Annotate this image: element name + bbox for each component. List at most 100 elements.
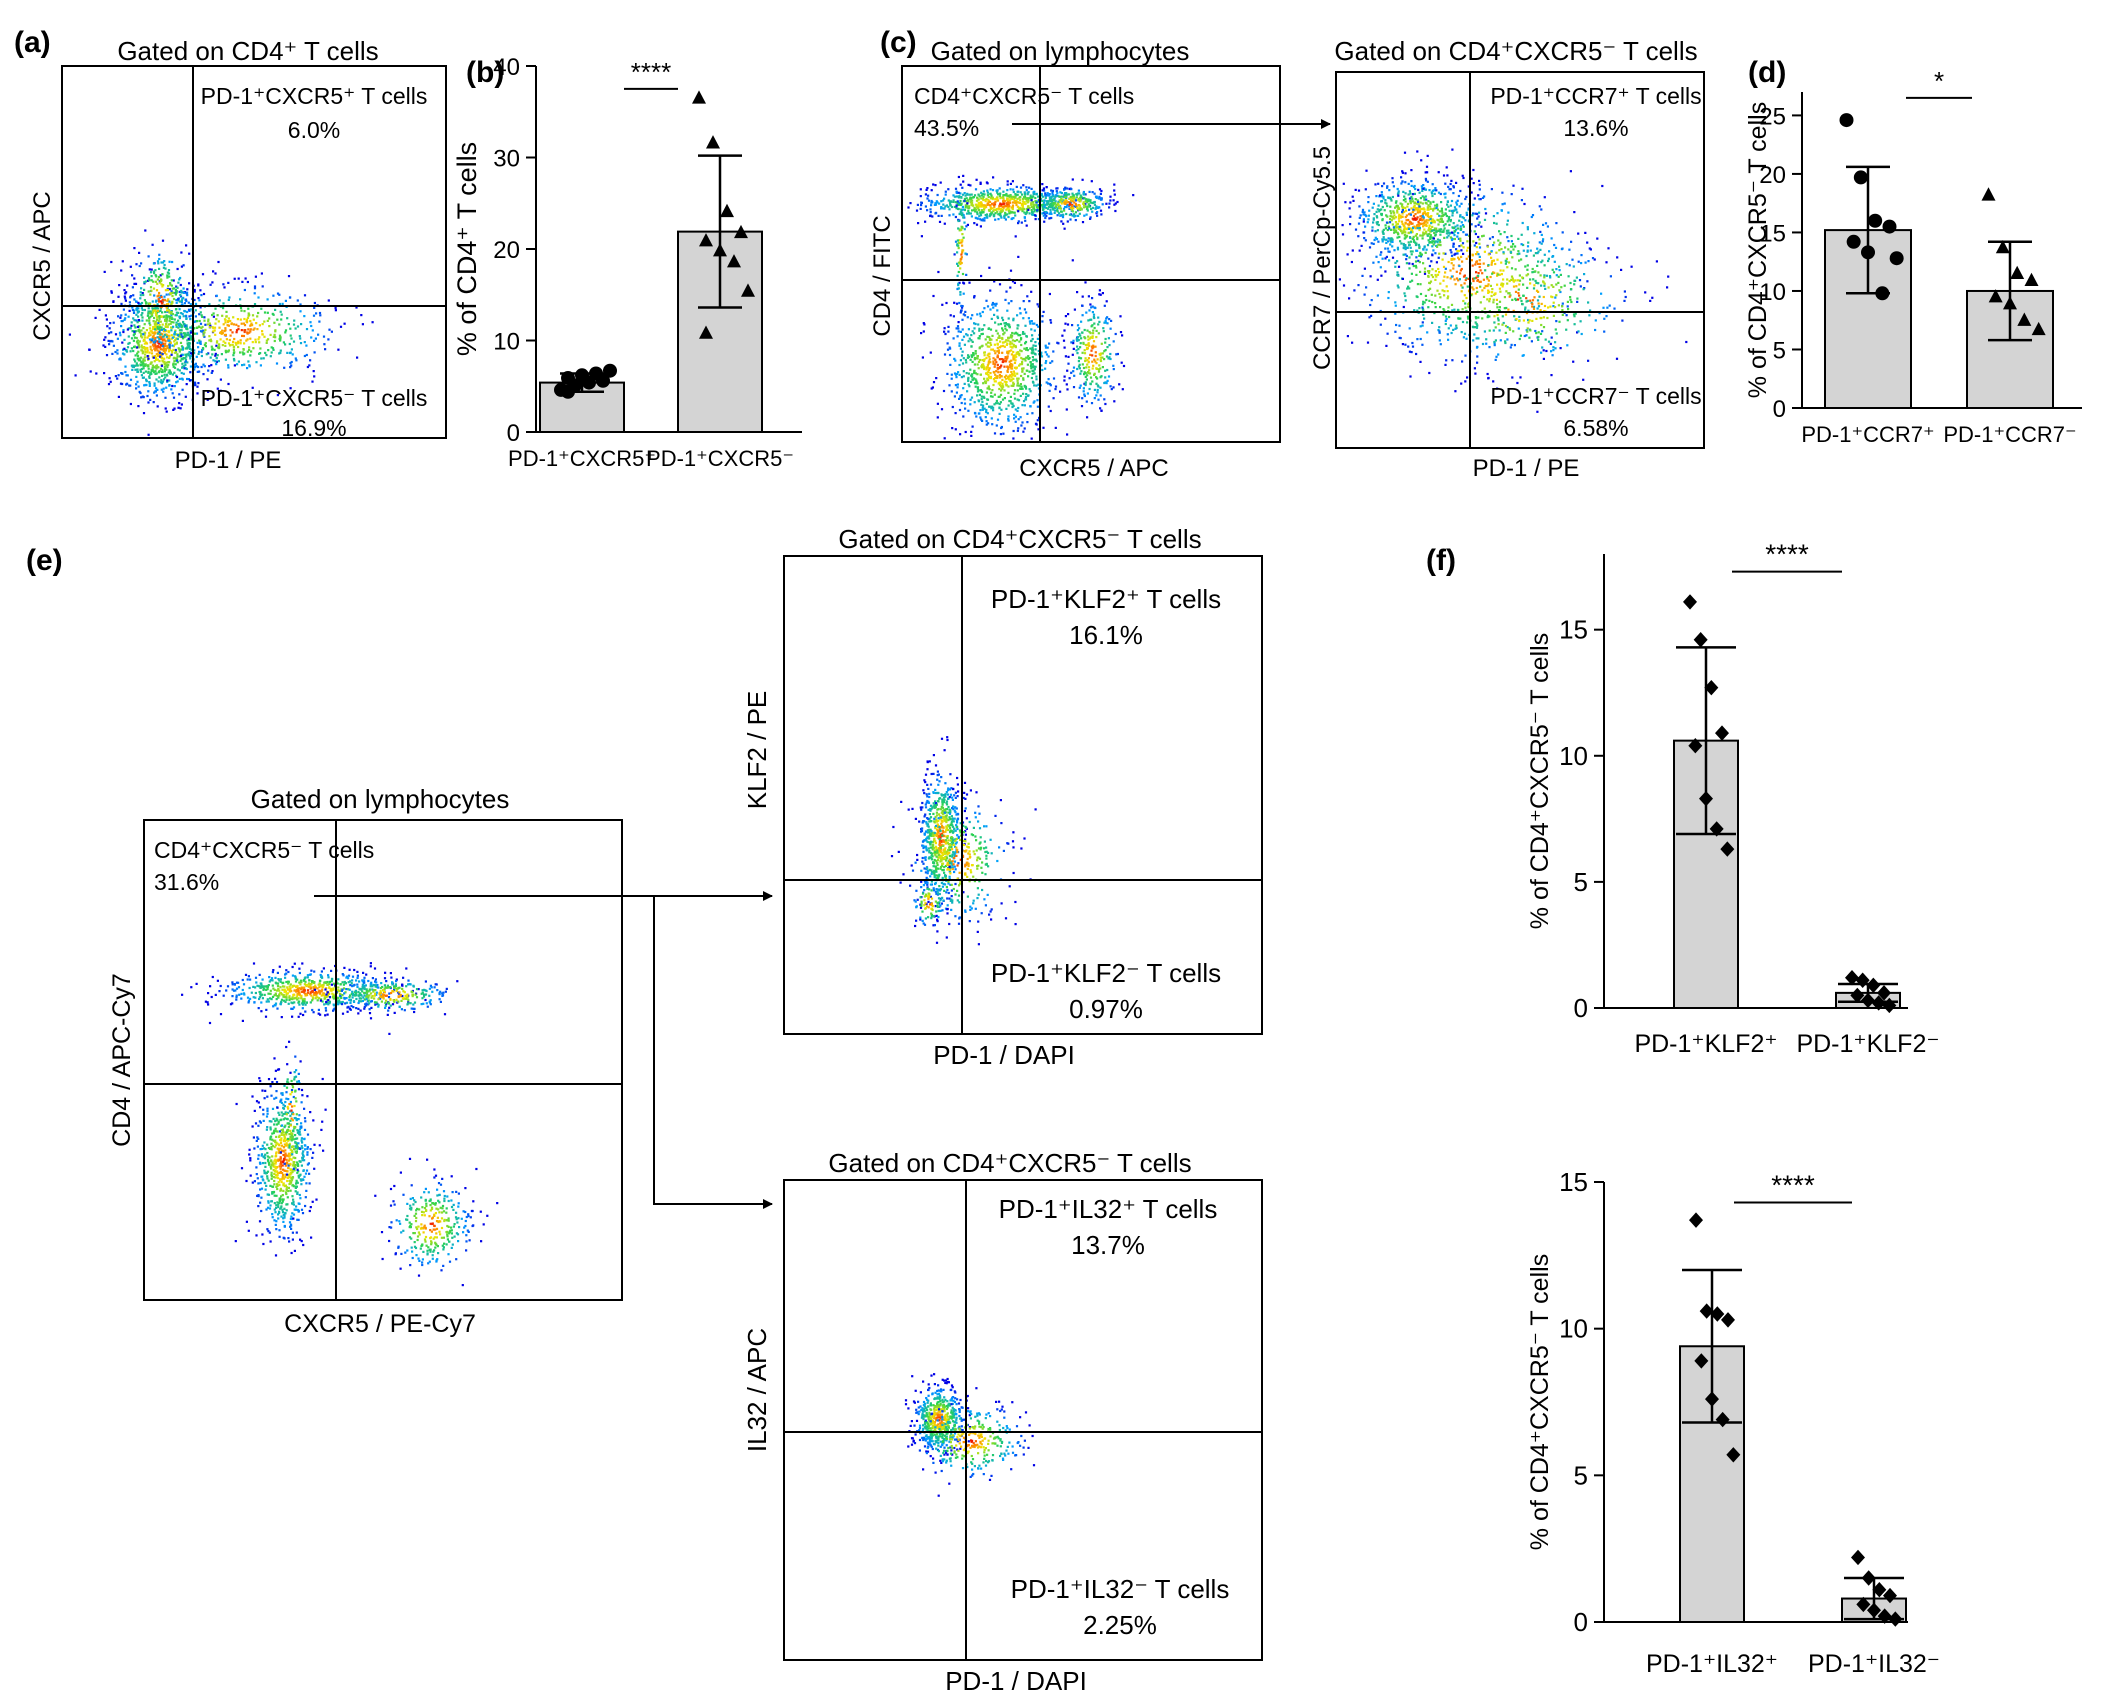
event-dot — [1084, 343, 1087, 347]
event-dot — [1041, 199, 1044, 203]
event-dot — [254, 341, 257, 344]
event-dot — [188, 342, 192, 345]
event-dot — [1466, 376, 1469, 379]
event-dot — [948, 214, 951, 217]
event-dot — [989, 188, 992, 191]
event-dot — [107, 383, 111, 386]
event-dot — [1005, 194, 1008, 197]
event-dot — [1008, 204, 1011, 208]
event-dot — [1349, 223, 1352, 226]
event-dot — [137, 385, 140, 388]
event-dot — [1013, 198, 1016, 201]
event-dot — [178, 325, 181, 328]
event-dot — [1088, 190, 1091, 193]
event-dot — [1456, 235, 1459, 238]
event-dot — [148, 384, 151, 387]
event-dot — [1035, 201, 1038, 204]
event-dot — [156, 349, 159, 352]
event-dot — [1019, 334, 1022, 337]
event-dot — [1007, 404, 1010, 407]
event-dot — [1021, 404, 1024, 407]
event-dot — [1386, 185, 1389, 188]
event-dot — [1061, 200, 1064, 203]
event-dot — [181, 362, 184, 365]
event-dot — [976, 373, 979, 376]
event-dot — [185, 315, 188, 318]
event-dot — [172, 291, 175, 294]
event-dot — [1012, 437, 1015, 440]
event-dot — [136, 357, 139, 360]
event-dot — [1020, 356, 1023, 360]
event-dot — [1373, 238, 1376, 242]
event-dot — [962, 387, 965, 390]
event-dot — [237, 325, 240, 328]
event-dot — [1109, 385, 1112, 388]
event-dot — [1079, 342, 1082, 345]
event-dot — [175, 337, 178, 340]
event-dot — [1008, 378, 1011, 381]
event-dot — [1089, 382, 1092, 385]
event-dot — [158, 257, 161, 261]
event-dot — [163, 333, 167, 336]
event-dot — [1381, 257, 1384, 260]
event-dot — [292, 340, 296, 343]
event-dot — [986, 182, 989, 185]
event-dot — [986, 412, 989, 415]
event-dot — [986, 364, 989, 367]
event-dot — [1428, 224, 1431, 227]
event-dot — [1023, 427, 1026, 430]
event-dot — [176, 267, 179, 271]
event-dot — [142, 365, 145, 368]
event-dot — [1429, 217, 1432, 221]
event-dot — [979, 218, 982, 221]
event-dot — [181, 325, 184, 328]
event-dot — [288, 296, 292, 299]
event-dot — [249, 330, 252, 333]
event-dot — [143, 384, 146, 387]
event-dot — [1408, 267, 1411, 270]
event-dot — [1391, 216, 1394, 219]
event-dot — [980, 191, 983, 194]
event-dot — [961, 305, 964, 308]
event-dot — [180, 251, 183, 254]
event-dot — [1462, 176, 1465, 180]
event-dot — [1422, 248, 1425, 251]
event-dot — [1007, 375, 1010, 379]
event-dot — [1441, 211, 1444, 214]
event-dot — [1034, 348, 1037, 351]
event-dot — [1106, 322, 1109, 325]
event-dot — [1087, 366, 1091, 369]
event-dot — [1341, 224, 1344, 227]
event-dot — [272, 294, 275, 297]
event-dot — [1083, 193, 1086, 196]
event-dot — [1072, 366, 1076, 369]
event-dot — [319, 314, 322, 317]
event-dot — [184, 298, 187, 301]
event-dot — [952, 194, 955, 197]
event-dot — [1040, 355, 1044, 358]
event-dot — [135, 300, 138, 303]
event-dot — [1449, 182, 1452, 186]
event-dot — [1011, 331, 1014, 335]
event-dot — [1013, 361, 1017, 364]
event-dot — [1430, 215, 1433, 218]
event-dot — [1029, 347, 1032, 350]
event-dot — [1051, 360, 1054, 363]
event-dot — [1413, 309, 1416, 312]
event-dot — [1002, 344, 1005, 347]
event-dot — [203, 335, 206, 338]
event-dot — [138, 357, 141, 360]
event-dot — [970, 193, 973, 196]
event-dot — [1396, 209, 1399, 212]
event-dot — [1093, 200, 1096, 204]
event-dot — [1099, 407, 1102, 410]
event-dot — [1402, 190, 1405, 193]
event-dot — [1446, 297, 1449, 300]
event-dot — [952, 213, 955, 216]
event-dot — [973, 358, 976, 361]
event-dot — [1418, 211, 1421, 214]
event-dot — [1014, 359, 1017, 362]
event-dot — [1001, 205, 1004, 208]
event-dot — [243, 317, 246, 321]
event-dot — [228, 338, 231, 342]
